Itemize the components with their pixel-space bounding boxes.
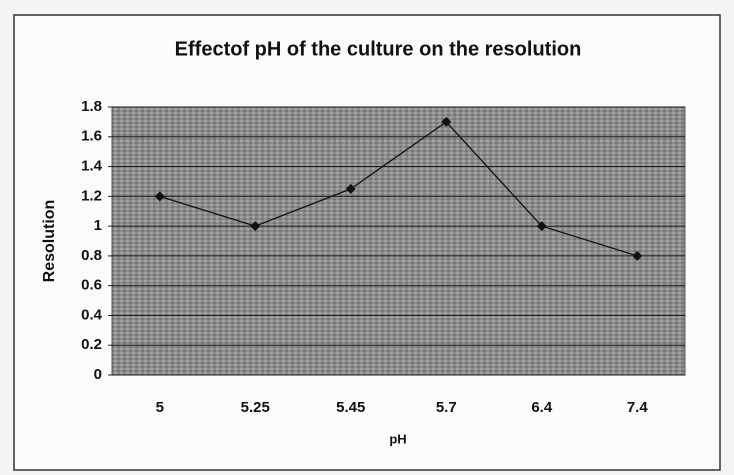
- y-tick-label: 0.8: [81, 247, 102, 264]
- data-point: [536, 221, 547, 232]
- y-tick-label: 1.4: [81, 158, 103, 175]
- data-point: [441, 116, 452, 127]
- x-tick-label: 5: [156, 399, 164, 416]
- x-tick-label: 5.45: [336, 399, 365, 416]
- data-line: [159, 121, 638, 257]
- x-axis-label: pH: [389, 431, 406, 446]
- x-tick-label: 5.7: [436, 399, 457, 416]
- data-point: [345, 183, 356, 194]
- x-tick-label: 6.4: [531, 399, 553, 416]
- y-tick-label: 0.4: [81, 306, 103, 323]
- y-tick-label: 0.2: [81, 336, 102, 353]
- x-tick-label: 7.4: [627, 399, 649, 416]
- y-axis-label: Resolution: [41, 200, 58, 283]
- data-point: [632, 250, 643, 261]
- y-tick-label: 1: [94, 217, 102, 234]
- y-tick-label: 1.8: [81, 98, 102, 115]
- plot-area: [111, 106, 686, 376]
- y-tick-label: 1.6: [81, 128, 102, 145]
- x-tick-label: 5.25: [241, 399, 270, 416]
- y-tick-label: 1.2: [81, 187, 102, 204]
- y-tick-label: 0: [94, 366, 102, 383]
- y-tick-label: 0.6: [81, 277, 102, 294]
- data-point: [250, 221, 261, 232]
- chart-title: Effectof pH of the culture on the resolu…: [175, 38, 582, 60]
- data-point: [154, 191, 165, 202]
